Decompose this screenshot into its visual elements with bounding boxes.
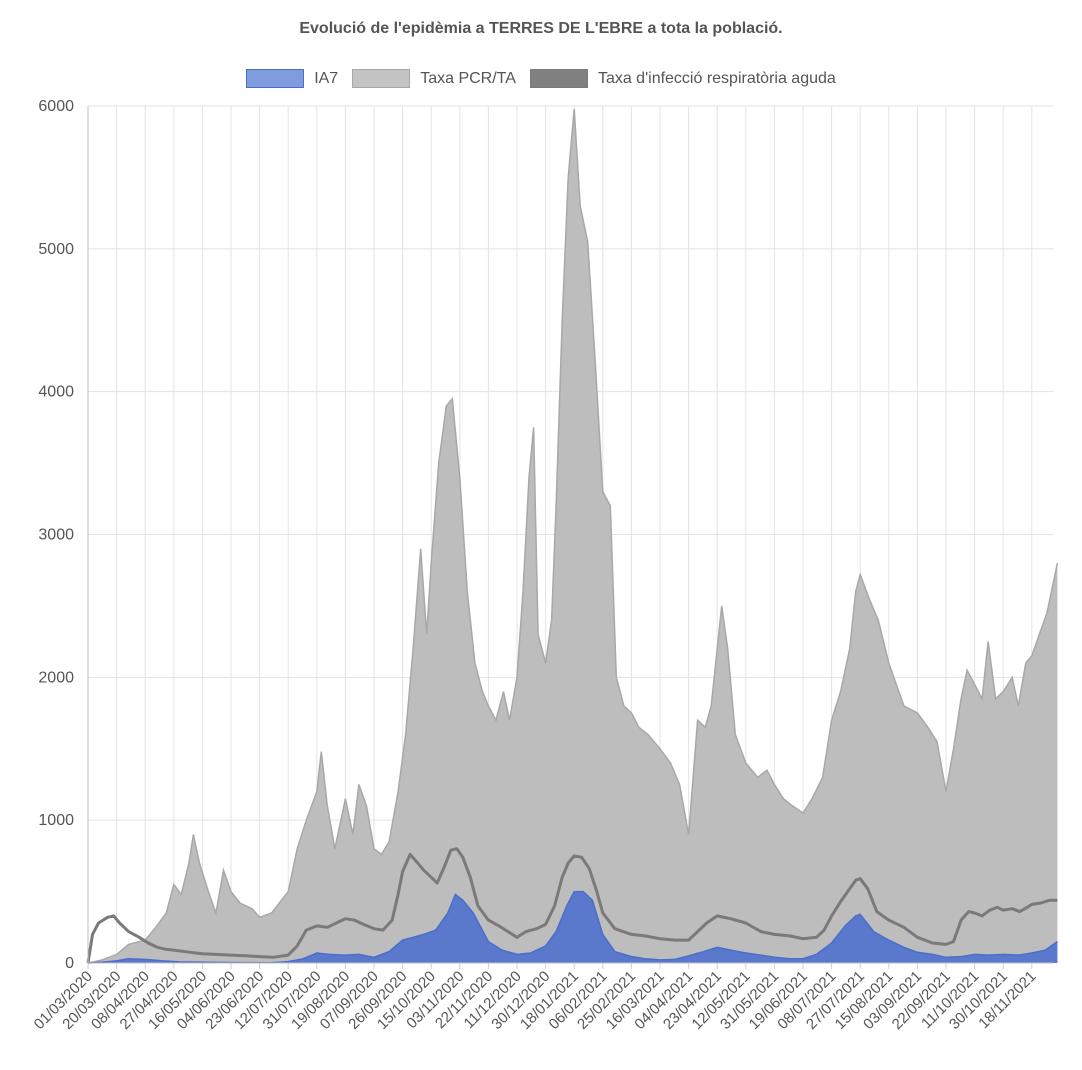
y-tick-label: 4000 [38, 384, 74, 401]
chart-title: Evolució de l'epidèmia a TERRES DE L'EBR… [299, 20, 783, 37]
legend-item-ia7[interactable]: IA7 [246, 69, 338, 88]
legend-label-iras: Taxa d'infecció respiratòria aguda [597, 69, 836, 87]
legend-label-pcr: Taxa PCR/TA [420, 69, 516, 87]
legend-item-iras[interactable]: Taxa d'infecció respiratòria aguda [529, 69, 836, 88]
y-tick-label: 3000 [38, 527, 74, 544]
y-tick-label: 0 [65, 955, 74, 972]
series-pcr-line [87, 108, 1059, 964]
y-tick-label: 5000 [38, 241, 74, 258]
legend-swatch-ia7 [246, 69, 305, 88]
series-ia7-area [88, 891, 1058, 963]
y-tick-label: 6000 [38, 98, 74, 115]
series-iras-line [86, 847, 1058, 964]
legend-item-pcr[interactable]: Taxa PCR/TA [352, 69, 516, 88]
series-ia7-line [87, 890, 1058, 964]
legend-swatch-iras [529, 69, 588, 88]
legend-label-ia7: IA7 [314, 69, 339, 87]
legend-swatch-pcr [352, 69, 411, 88]
y-tick-label: 1000 [38, 812, 74, 829]
legend: IA7 Taxa PCR/TA Taxa d'infecció respirat… [0, 69, 1082, 88]
series-pcr-area [88, 108, 1058, 963]
y-tick-label: 2000 [38, 669, 74, 686]
